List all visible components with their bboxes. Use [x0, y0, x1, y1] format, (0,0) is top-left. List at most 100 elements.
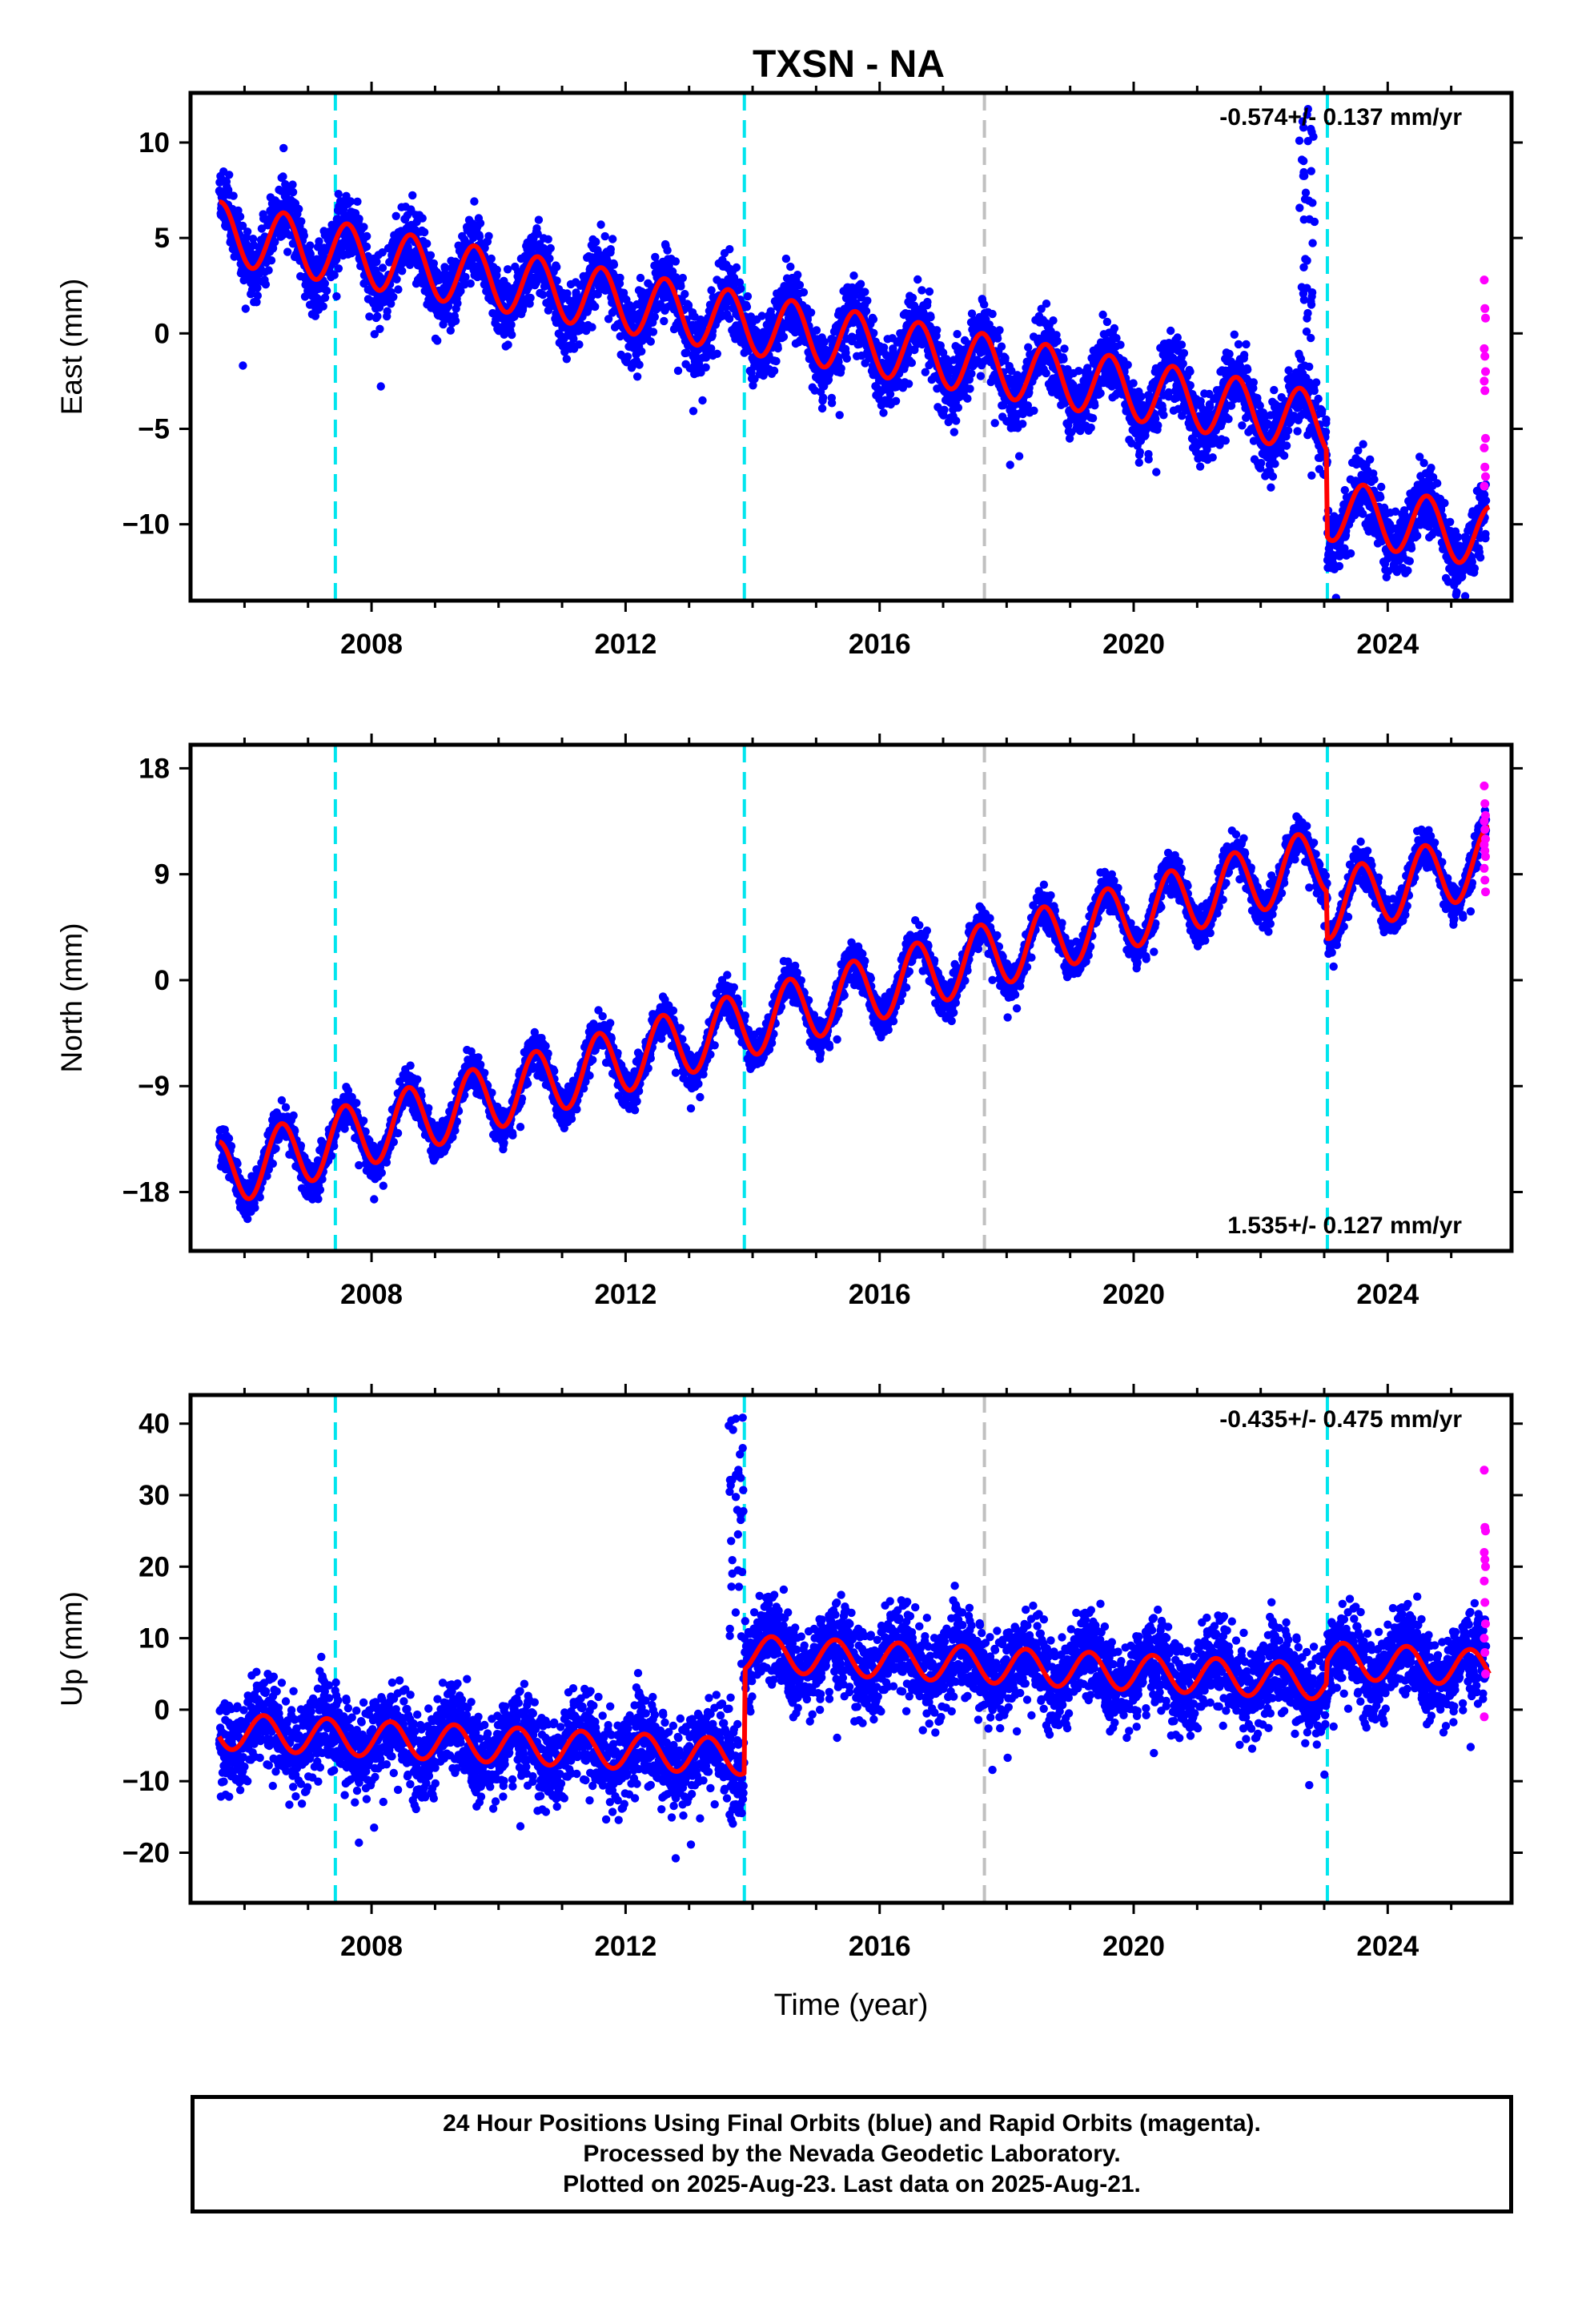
data-point	[835, 411, 844, 420]
data-point	[359, 223, 368, 231]
data-point	[799, 287, 809, 297]
data-point	[353, 197, 362, 206]
data-point	[1376, 493, 1385, 502]
data-point	[1195, 462, 1205, 471]
data-point	[988, 309, 997, 319]
data-point	[820, 337, 829, 347]
data-point	[681, 290, 689, 299]
data-point	[311, 312, 320, 320]
data-point	[420, 227, 429, 237]
data-point	[980, 300, 989, 309]
data-point	[1427, 464, 1435, 472]
data-point	[1230, 330, 1239, 339]
data-point	[772, 356, 781, 366]
data-point	[538, 290, 548, 300]
data-point	[1419, 459, 1428, 468]
data-point	[476, 219, 485, 227]
data-point	[861, 307, 871, 316]
data-point	[1243, 365, 1252, 374]
data-point	[1137, 392, 1146, 401]
data-point	[575, 340, 584, 349]
data-point	[885, 390, 895, 399]
data-point	[1413, 531, 1422, 541]
data-point	[470, 197, 479, 206]
data-point	[1001, 353, 1010, 363]
data-point	[461, 272, 470, 282]
data-point	[391, 211, 400, 220]
data-point	[954, 403, 963, 412]
data-point	[334, 264, 343, 273]
data-point	[1166, 326, 1175, 336]
data-point	[359, 279, 368, 288]
data-point	[1335, 561, 1344, 571]
data-point	[444, 302, 453, 311]
data-point	[1173, 333, 1182, 342]
data-point	[1024, 343, 1033, 352]
data-point	[600, 231, 609, 241]
data-point	[689, 407, 698, 416]
data-point	[849, 271, 858, 280]
data-point	[466, 279, 475, 288]
data-point	[1318, 406, 1327, 416]
data-point	[1206, 402, 1215, 412]
data-point	[648, 328, 658, 336]
data-point	[608, 235, 617, 243]
data-point	[288, 187, 298, 197]
data-point	[677, 282, 685, 291]
data-point	[636, 273, 645, 283]
data-point	[1257, 459, 1266, 468]
data-point	[264, 266, 273, 275]
data-point	[1377, 482, 1386, 492]
data-point	[842, 354, 852, 363]
data-point	[863, 296, 872, 305]
data-point	[747, 368, 756, 377]
data-point	[330, 271, 339, 279]
data-point	[1267, 483, 1275, 492]
data-point	[1249, 378, 1259, 387]
data-point	[1314, 394, 1323, 404]
data-point	[671, 257, 681, 266]
data-point	[1346, 549, 1355, 558]
data-point	[591, 302, 600, 312]
data-point	[650, 312, 659, 321]
data-point	[869, 315, 878, 324]
data-point	[917, 286, 926, 295]
data-point	[365, 312, 374, 321]
data-point	[713, 349, 721, 358]
data-point	[267, 256, 276, 265]
data-point	[682, 348, 691, 357]
data-point	[503, 265, 512, 274]
data-point	[596, 220, 605, 229]
data-point	[907, 358, 917, 368]
data-point	[248, 235, 258, 243]
data-point	[1321, 428, 1331, 436]
data-point	[673, 366, 683, 376]
data-point	[913, 275, 922, 284]
data-point	[378, 263, 387, 272]
data-point	[1239, 351, 1249, 360]
data-point	[938, 348, 948, 357]
data-point	[1224, 415, 1233, 424]
data-point	[299, 231, 308, 240]
data-point	[1134, 458, 1144, 467]
data-point	[1110, 324, 1119, 333]
data-point	[757, 312, 766, 320]
data-point	[698, 396, 707, 405]
data-point	[238, 221, 247, 231]
data-point	[869, 328, 878, 338]
data-point	[504, 340, 512, 349]
data-point	[837, 364, 845, 373]
data-point	[950, 428, 959, 436]
data-point	[1221, 436, 1231, 445]
data-point	[1135, 448, 1145, 456]
data-point	[408, 191, 417, 200]
data-point	[372, 257, 381, 267]
data-point	[572, 291, 581, 300]
data-point	[818, 393, 828, 402]
data-point	[1208, 453, 1217, 462]
data-point	[1407, 544, 1416, 553]
data-point	[834, 357, 843, 367]
data-point	[1098, 310, 1107, 320]
